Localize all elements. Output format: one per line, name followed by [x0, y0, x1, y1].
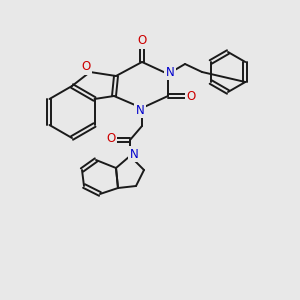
Text: O: O [106, 133, 116, 146]
Text: N: N [136, 103, 144, 116]
Text: O: O [137, 34, 147, 47]
Text: N: N [166, 65, 174, 79]
Text: N: N [130, 148, 138, 160]
Text: O: O [81, 61, 91, 74]
Text: O: O [186, 89, 196, 103]
